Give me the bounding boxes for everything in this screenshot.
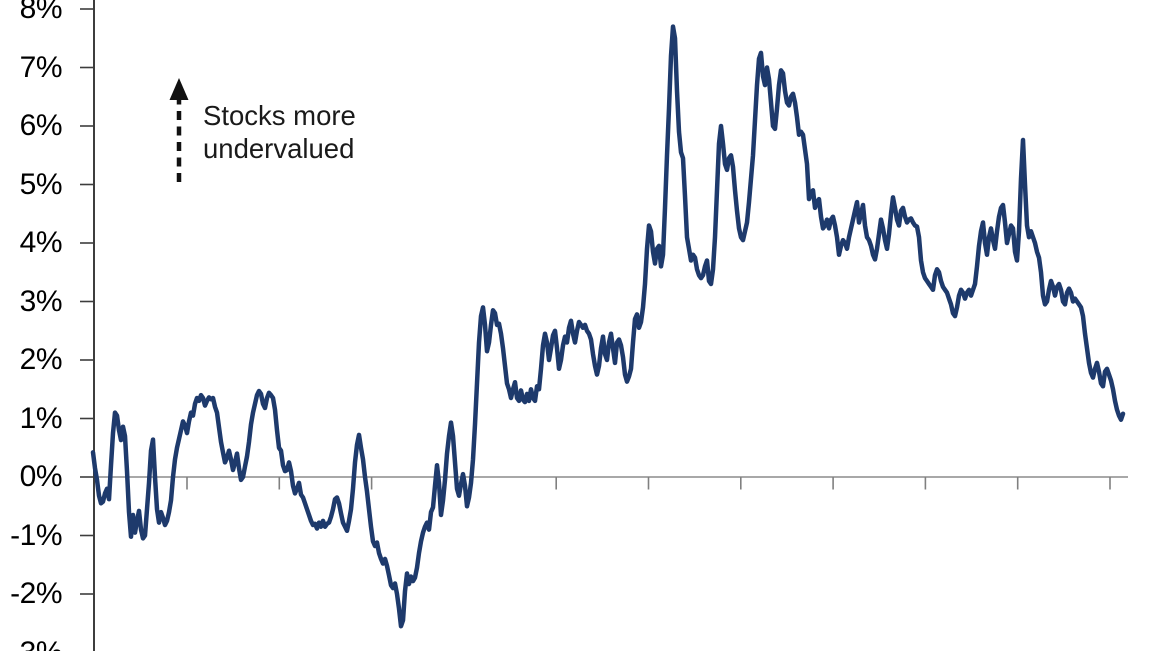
y-axis-label-4%: 4% xyxy=(19,226,63,259)
y-axis-label-5%: 5% xyxy=(19,167,63,201)
annotation-stocks-more-undervalued: Stocks more undervalued xyxy=(203,99,356,165)
annotation-line-2: undervalued xyxy=(203,133,355,164)
y-axis-label-6%: 6% xyxy=(19,109,63,142)
y-axis-label-3%: 3% xyxy=(19,284,63,318)
y-axis-label-7%: 7% xyxy=(19,50,63,84)
y-axis-label--1%: -1% xyxy=(10,518,62,552)
up-arrow-head-icon xyxy=(169,78,189,100)
annotation-line-1: Stocks more xyxy=(203,100,356,131)
y-axis-label-0%: 0% xyxy=(19,460,63,493)
y-axis-label--2%: -2% xyxy=(10,577,62,610)
y-axis-label-8%: 8% xyxy=(19,0,63,25)
y-axis-label-2%: 2% xyxy=(19,343,63,376)
y-axis-label--3%: -3% xyxy=(0,636,62,651)
valuation-spread-line xyxy=(90,24,1126,629)
y-axis-label-1%: 1% xyxy=(19,401,63,435)
